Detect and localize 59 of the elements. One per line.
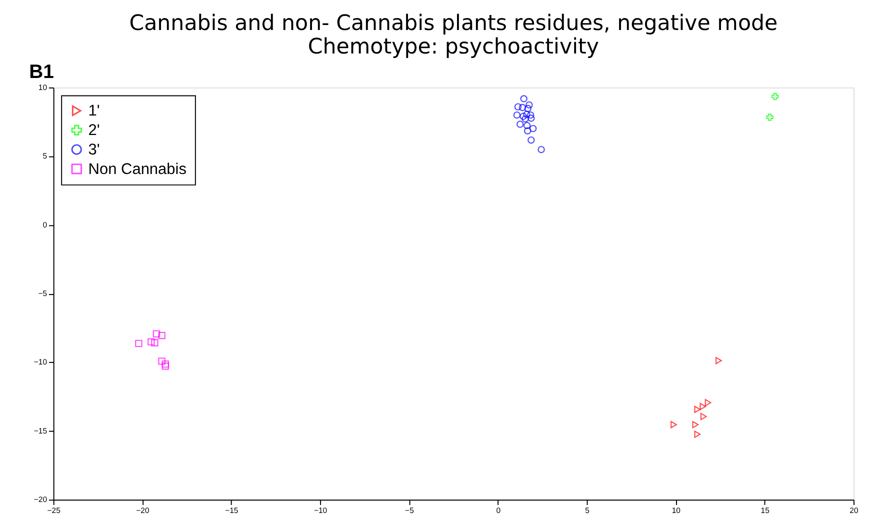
point <box>524 104 532 112</box>
y-tick-label: −5 <box>38 288 48 298</box>
point <box>523 110 530 118</box>
point <box>520 95 528 102</box>
legend-label: 3' <box>88 141 100 158</box>
point <box>670 421 677 428</box>
x-tick-label: 15 <box>760 506 770 515</box>
point <box>694 430 701 438</box>
y-tick-label: −10 <box>34 358 48 367</box>
chart-title: Cannabis and non- Cannabis plants residues, negative mode <box>129 11 778 36</box>
point <box>518 104 526 112</box>
y-tick-label: 0 <box>42 220 48 230</box>
point <box>528 114 535 122</box>
legend-label: 1' <box>88 102 100 120</box>
point <box>523 122 531 130</box>
point <box>151 339 158 346</box>
y-tick-label: −20 <box>34 495 48 504</box>
legend-label: Non Cannabis <box>88 160 187 178</box>
point <box>148 338 155 346</box>
point <box>158 332 166 340</box>
point <box>529 124 537 132</box>
point <box>162 360 169 368</box>
point <box>716 357 722 364</box>
point <box>704 399 712 406</box>
point <box>700 412 707 420</box>
text: B1 <box>29 60 54 83</box>
point <box>513 111 521 119</box>
point <box>162 362 169 370</box>
chart-subtitle: Chemotype: psychoactivity <box>308 34 600 60</box>
point <box>520 112 527 120</box>
point <box>692 421 699 428</box>
x-tick-label: 10 <box>672 506 680 515</box>
point <box>771 92 779 100</box>
x-tick-label: −10 <box>314 506 328 515</box>
point <box>516 120 524 128</box>
x-tick-label: −15 <box>225 506 238 515</box>
point <box>526 101 533 109</box>
point <box>524 127 532 134</box>
point <box>700 402 706 410</box>
point <box>527 111 534 119</box>
x-tick-label: 5 <box>585 506 590 515</box>
x-tick-label: 20 <box>850 506 858 515</box>
point <box>538 146 545 154</box>
x-tick-label: −5 <box>405 506 414 515</box>
y-tick-label: 5 <box>42 152 48 161</box>
point <box>135 340 142 348</box>
x-tick-label: 0 <box>496 506 501 515</box>
point <box>766 114 774 121</box>
x-tick-label: −20 <box>136 506 150 515</box>
legend-label: 2' <box>88 122 100 139</box>
y-tick-label: 10 <box>38 82 48 92</box>
point <box>152 330 160 338</box>
point <box>694 406 701 413</box>
point <box>514 103 522 110</box>
x-tick-label: −25 <box>47 506 60 515</box>
point <box>158 358 166 365</box>
point <box>522 115 529 122</box>
y-tick-label: −15 <box>34 426 48 436</box>
point <box>528 136 535 144</box>
